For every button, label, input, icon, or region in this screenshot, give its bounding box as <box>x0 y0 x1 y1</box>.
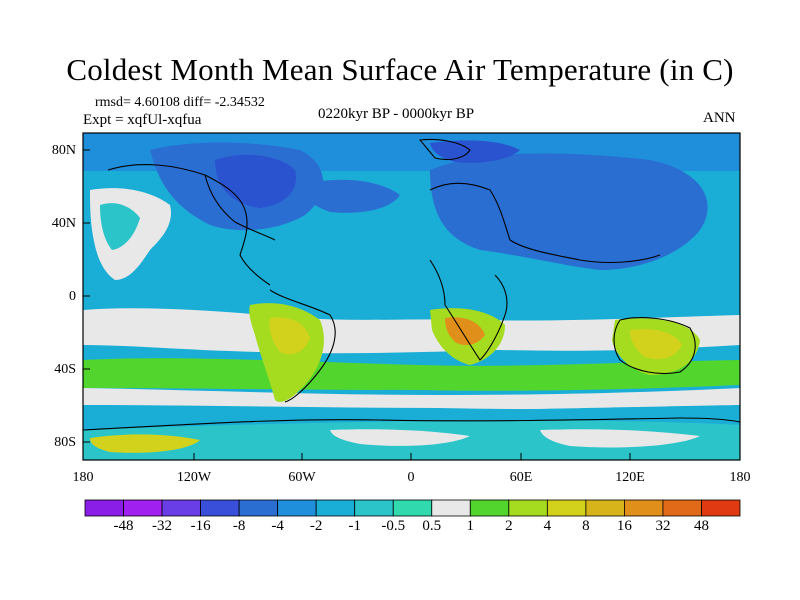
ytick-label-40s: 40S <box>54 362 76 377</box>
ytick-label-80n: 80N <box>51 143 76 158</box>
colorbar-box <box>200 499 240 517</box>
colorbar-label: 32 <box>655 518 671 534</box>
colorbar-label: -48 <box>113 518 134 534</box>
coast-eurasia <box>429 182 661 263</box>
colorbar-label: -4 <box>271 518 284 534</box>
xtick-label-120e: 120E <box>615 470 645 485</box>
field-south-green <box>83 358 740 391</box>
field-south-white <box>83 388 740 410</box>
colorbar-box <box>315 499 356 517</box>
colorbar-box <box>238 499 279 517</box>
colorbar-box <box>624 499 664 517</box>
field-eurasia-cold <box>430 153 708 270</box>
field-equator-white <box>83 308 740 354</box>
field-npacific-teal <box>100 203 140 250</box>
colorbar <box>84 499 741 517</box>
xtick-label-180w: 180 <box>72 470 94 485</box>
colorbar-label: 2 <box>505 518 513 534</box>
colorbar-box <box>469 499 510 517</box>
xtick-label-120w: 120W <box>176 470 212 485</box>
season-label: ANN <box>703 110 736 126</box>
field-antarctica-white-2 <box>540 429 700 448</box>
colorbar-label: 48 <box>693 518 709 534</box>
colorbar-box <box>546 499 587 517</box>
field-antarctica-warm <box>90 434 200 453</box>
field-sa-warm <box>269 317 310 355</box>
colorbar-box <box>585 499 625 517</box>
xtick-label-180e: 180 <box>729 470 751 485</box>
coastlines <box>83 138 740 431</box>
coast-antarctica <box>83 417 740 431</box>
colorbar-box <box>123 499 163 517</box>
colorbar-label: -1 <box>348 518 361 534</box>
colorbar-label: 0.5 <box>422 518 442 534</box>
experiment-label: Expt = xqfUl-xqfua <box>83 112 202 128</box>
xtick-label-60w: 60W <box>288 470 316 485</box>
colorbar-box <box>508 499 548 517</box>
coast-greenland-scandinavia <box>418 138 471 161</box>
colorbar-label: 8 <box>582 518 590 534</box>
xtick-label-0: 0 <box>407 470 415 485</box>
colorbar-box <box>701 499 741 517</box>
coast-north-america <box>107 164 271 286</box>
colorbar-label: -2 <box>309 518 323 534</box>
temperature-field <box>83 133 740 460</box>
colorbar-box <box>354 499 394 517</box>
coast-south-america <box>269 289 336 403</box>
ytick-label-80s: 80S <box>54 435 76 450</box>
colorbar-label: 1 <box>466 518 475 534</box>
ytick-label-40n: 40N <box>51 216 76 231</box>
coast-africa <box>429 259 508 361</box>
coast-na-east <box>204 174 276 241</box>
colorbar-box <box>84 499 124 517</box>
colorbar-box <box>392 499 433 517</box>
field-atlantic-cold <box>300 179 400 213</box>
xtick-label-60e: 60E <box>509 470 533 485</box>
map-title: Coldest Month Mean Surface Air Temperatu… <box>66 52 734 87</box>
field-australia-warm <box>630 329 682 360</box>
colorbar-box <box>662 499 702 517</box>
ytick-label-0: 0 <box>69 289 76 304</box>
colorbar-box <box>431 499 471 517</box>
colorbar-label: -16 <box>190 518 211 534</box>
axis-ticks <box>83 149 631 460</box>
colorbar-label: -8 <box>232 518 246 534</box>
stats-line: rmsd= 4.60108 diff= -2.34532 <box>95 95 265 110</box>
colorbar-label: 16 <box>616 518 632 534</box>
coast-australia <box>613 317 696 375</box>
field-africa-hot <box>445 317 485 346</box>
colorbar-label: -32 <box>152 518 173 534</box>
period-label: 0220kyr BP - 0000kyr BP <box>318 106 475 122</box>
field-antarctica-white <box>330 429 470 446</box>
colorbar-label: -0.5 <box>381 518 406 534</box>
field-scandinavia-cold <box>430 140 520 163</box>
colorbar-box <box>161 499 201 517</box>
colorbar-box <box>277 499 317 517</box>
colorbar-label: 4 <box>543 518 552 534</box>
